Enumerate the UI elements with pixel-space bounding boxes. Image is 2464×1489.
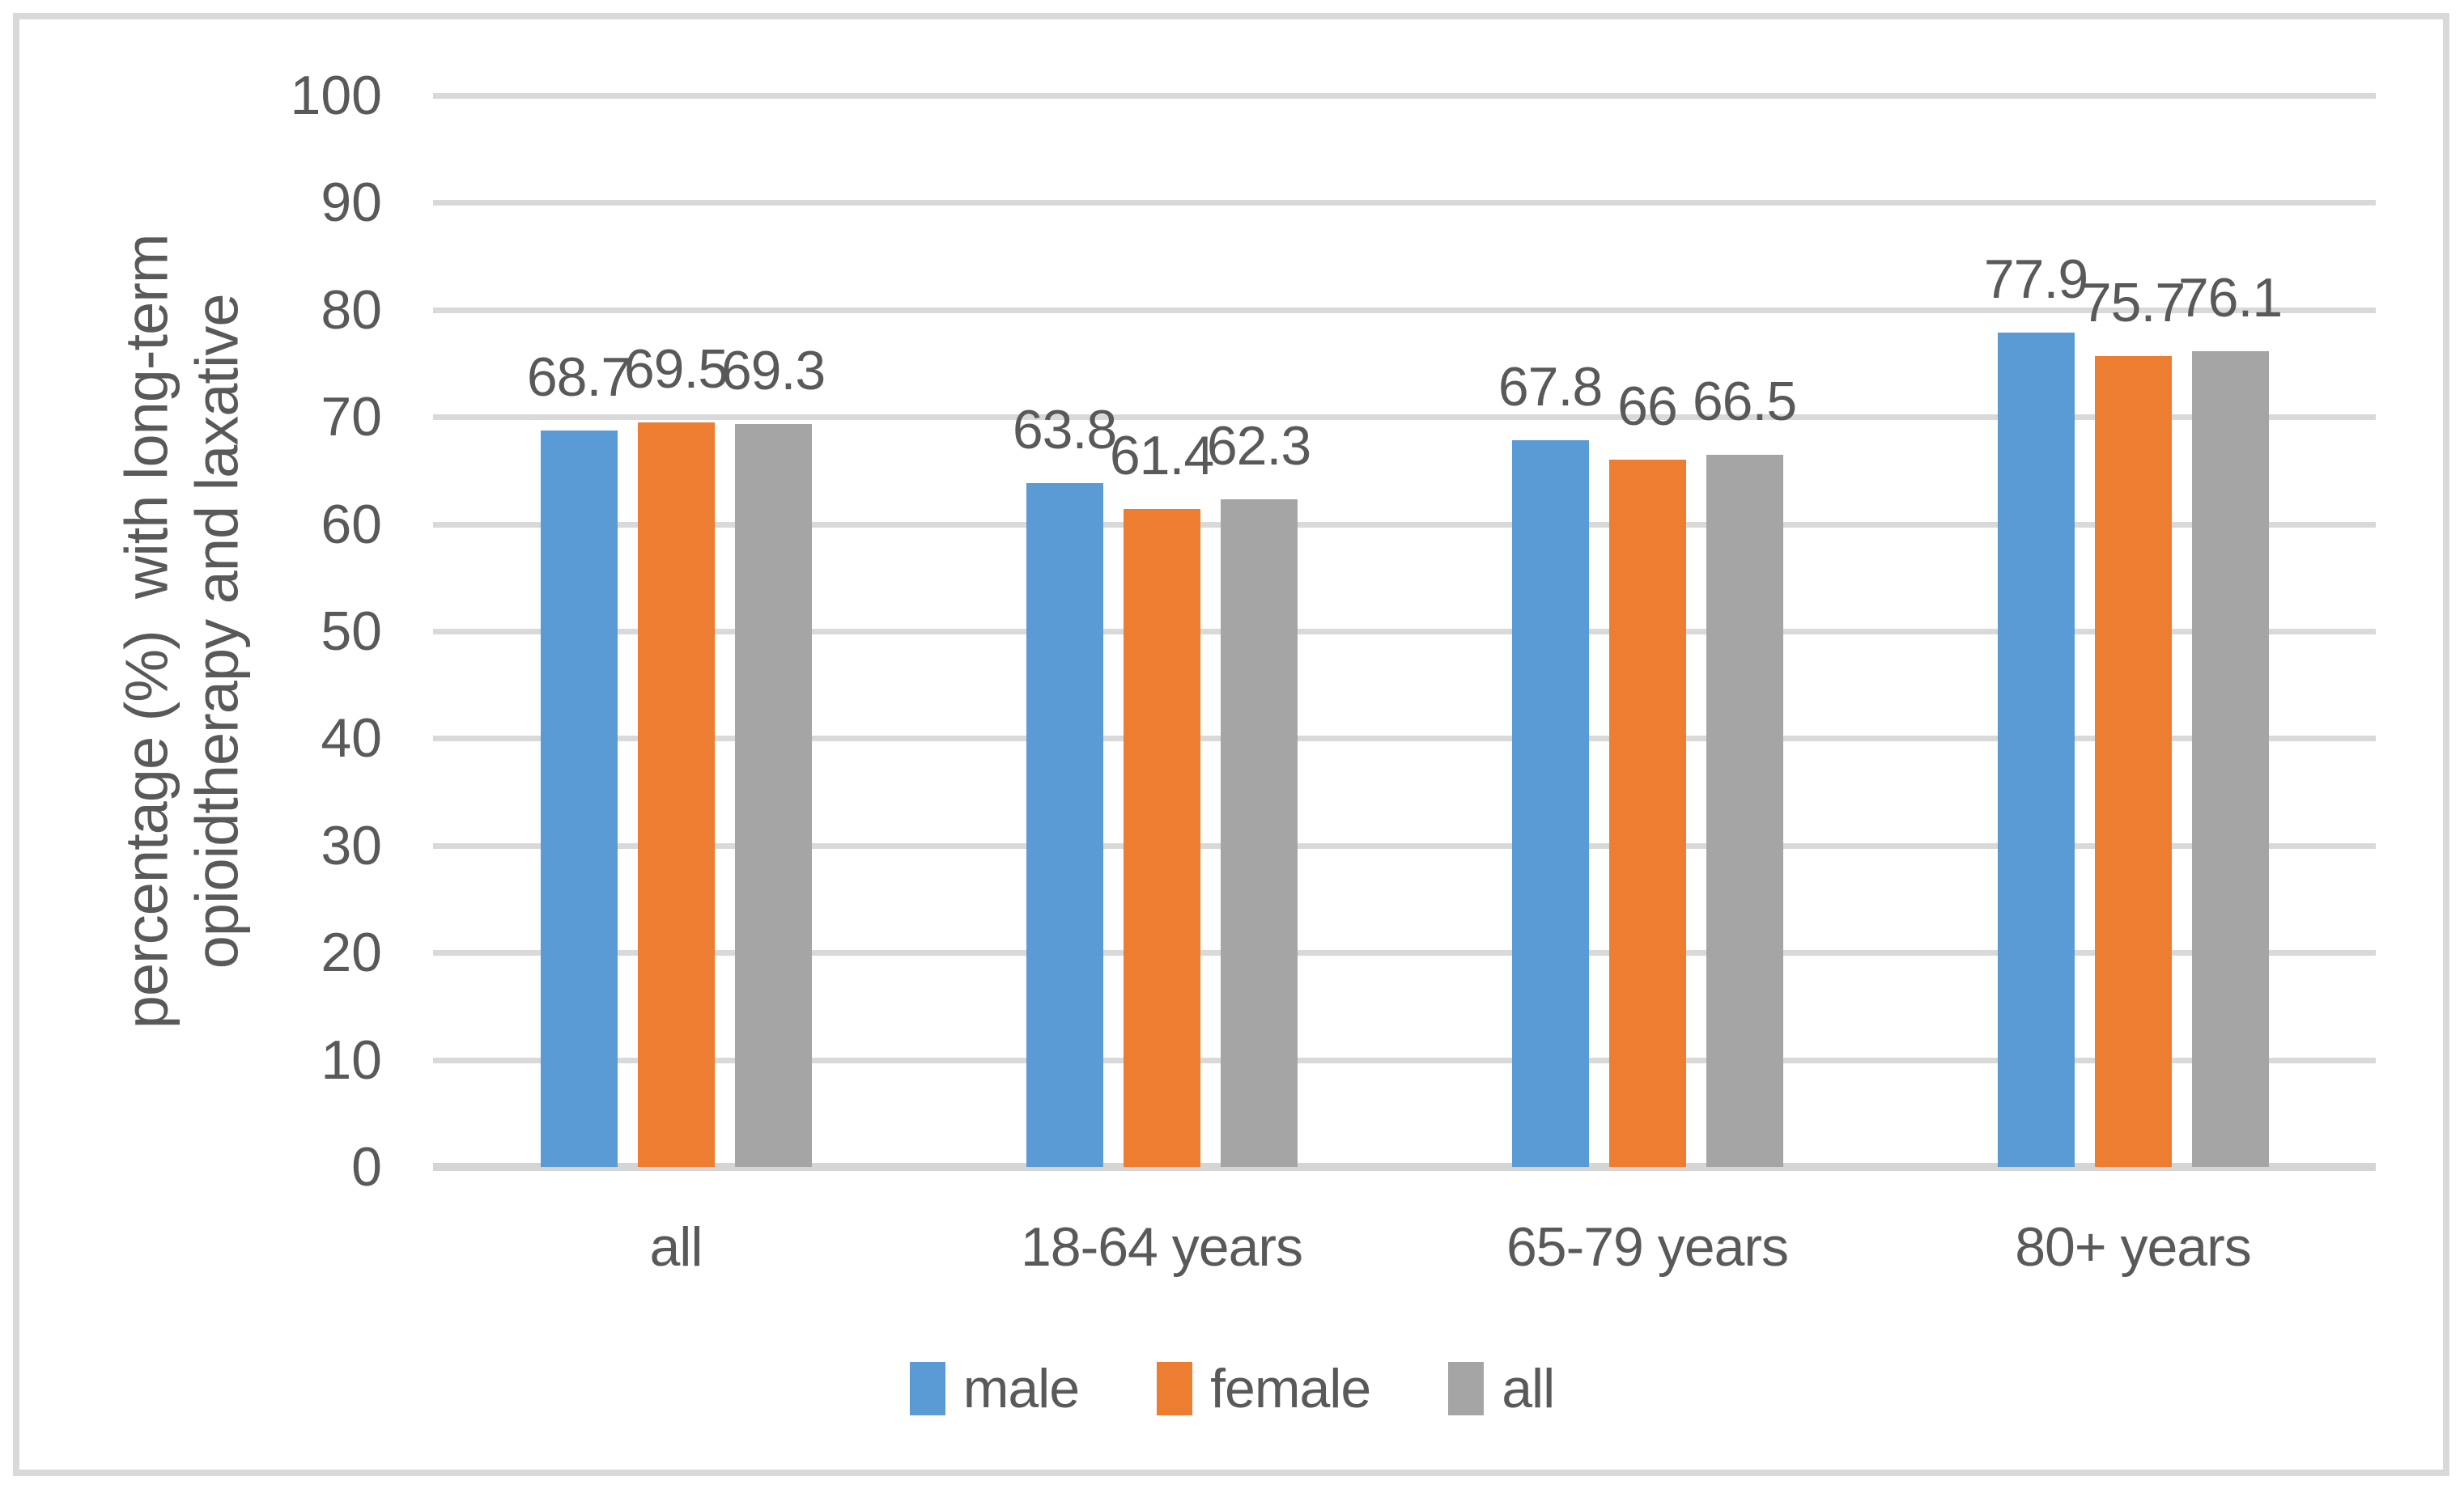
x-category-label-all: all [649, 1216, 703, 1278]
legend-label-all: all [1502, 1358, 1555, 1419]
data-label-all-18-64-years: 62.3 [1206, 415, 1311, 477]
gridline-90 [433, 200, 2376, 206]
legend: male female all [0, 1361, 2464, 1416]
bar-male-all [540, 431, 618, 1167]
bar-all-80-years [2191, 351, 2269, 1167]
gridline-100 [433, 93, 2376, 99]
bar-female-80-years [2094, 355, 2172, 1167]
y-tick-label-40: 40 [321, 707, 382, 770]
bar-male-65-79-years [1511, 440, 1589, 1167]
x-axis-line [433, 1163, 2376, 1171]
data-label-female-80-years: 75.7 [2080, 271, 2186, 333]
gridline-60 [433, 521, 2376, 528]
gridline-30 [433, 842, 2376, 849]
plot-area: 68.7 69.5 69.3 63.8 61.4 62.3 67.8 66 66.5 77.9 75… [433, 93, 2376, 1171]
x-category-label-65-79-years: 65-79 years [1506, 1216, 1789, 1278]
data-label-all-65-79-years: 66.5 [1692, 370, 1797, 432]
data-label-female-18-64-years: 61.4 [1109, 425, 1214, 487]
legend-swatch-icon-female [1157, 1362, 1193, 1415]
y-tick-label-100: 100 [290, 65, 382, 126]
gridline-50 [433, 629, 2376, 634]
bar-all-18-64-years [1220, 499, 1298, 1167]
y-tick-label-70: 70 [321, 386, 382, 448]
data-label-all-80-years: 76.1 [2177, 267, 2283, 329]
data-label-female-all: 69.5 [623, 337, 729, 400]
bar-female-18-64-years [1123, 509, 1200, 1167]
bar-male-18-64-years [1026, 483, 1103, 1167]
legend-item-male: male [909, 1358, 1080, 1419]
x-category-label-80-years: 80+ years [2015, 1216, 2252, 1278]
y-tick-label-0: 0 [351, 1136, 382, 1198]
y-tick-label-60: 60 [321, 493, 382, 555]
data-label-male-80-years: 77.9 [1983, 248, 2088, 310]
legend-label-female: female [1210, 1358, 1371, 1419]
legend-label-male: male [962, 1358, 1080, 1419]
y-tick-label-90: 90 [321, 172, 382, 234]
legend-swatch-icon-all [1448, 1362, 1485, 1415]
gridline-10 [433, 1057, 2376, 1063]
gridline-80 [433, 307, 2376, 313]
gridline-70 [433, 414, 2376, 421]
legend-item-female: female [1157, 1358, 1371, 1419]
y-tick-label-50: 50 [321, 600, 382, 662]
legend-item-all: all [1448, 1358, 1555, 1419]
y-tick-label-10: 10 [321, 1029, 382, 1091]
data-label-male-all: 68.7 [526, 346, 631, 409]
bar-all-all [734, 424, 812, 1167]
bar-female-all [637, 422, 715, 1167]
bar-female-65-79-years [1608, 460, 1686, 1167]
data-label-male-65-79-years: 67.8 [1498, 356, 1603, 418]
data-label-male-18-64-years: 63.8 [1012, 399, 1117, 461]
y-tick-label-30: 30 [321, 814, 382, 876]
gridline-20 [433, 950, 2376, 957]
legend-swatch-icon-male [909, 1362, 945, 1415]
bar-all-65-79-years [1706, 454, 1783, 1167]
y-tick-label-20: 20 [321, 922, 382, 984]
y-tick-label-80: 80 [321, 278, 382, 341]
x-category-label-18-64-years: 18-64 years [1020, 1216, 1303, 1278]
data-label-all-all: 69.3 [720, 340, 826, 402]
data-label-female-65-79-years: 66 [1617, 375, 1678, 438]
bar-male-80-years [1997, 332, 2075, 1167]
gridline-40 [433, 736, 2376, 742]
